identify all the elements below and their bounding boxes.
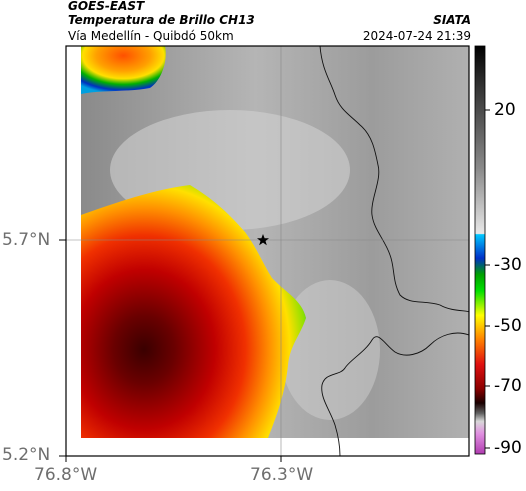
- lat-tick-label: 5.2°N: [2, 445, 51, 465]
- lat-tick-label: 5.7°N: [2, 230, 51, 250]
- colorbar-tick-label: -50: [494, 316, 522, 336]
- colorbar-tick-label: -70: [494, 376, 522, 396]
- product-title: Temperatura de Brillo CH13: [68, 13, 255, 27]
- colorbar-tick-label: -30: [494, 255, 522, 275]
- agency-label: SIATA: [433, 13, 471, 27]
- lon-tick-label: 76.8°W: [34, 465, 98, 485]
- satellite-name: GOES-EAST: [68, 0, 145, 13]
- colorbar-tick-label: 20: [494, 100, 516, 120]
- colorbar-tick-label: -90: [494, 438, 522, 458]
- region-subtitle: Vía Medellín - Quibdó 50km: [68, 29, 234, 43]
- star-marker-icon: [257, 234, 269, 246]
- colorbar: [474, 45, 486, 455]
- datetime-label: 2024-07-24 21:39: [362, 29, 471, 43]
- map-frame: [65, 45, 470, 457]
- lon-tick-label: 76.3°W: [250, 465, 314, 485]
- satellite-image: [66, 46, 469, 456]
